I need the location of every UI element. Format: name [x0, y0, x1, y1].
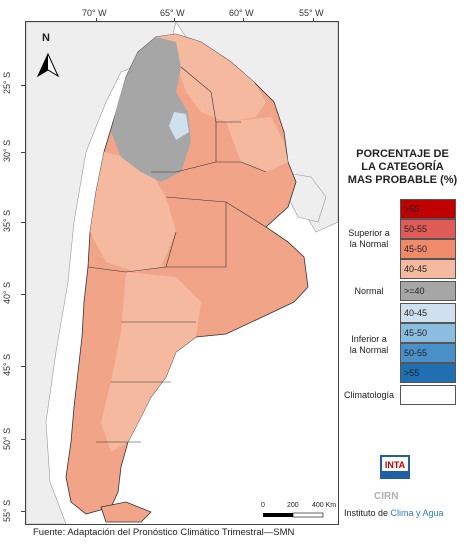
- legend-range: 50-55: [404, 224, 428, 234]
- lat-tick: [21, 511, 25, 512]
- scale-bar: [263, 512, 324, 518]
- scale-label-200: 200: [287, 502, 299, 509]
- lat-label-30s: 30° S: [2, 139, 12, 162]
- forecast-map: 0 200 400 Km N: [25, 21, 339, 525]
- legend-range: 40-45: [404, 264, 428, 274]
- north-arrow-icon: [36, 52, 60, 78]
- legend-swatch: [400, 219, 456, 239]
- legend-group-climatologia: Climatología: [338, 390, 400, 401]
- legend-range: >=40: [404, 286, 425, 296]
- scale-label-0: 0: [261, 502, 265, 509]
- province-boundaries: [87, 66, 267, 443]
- region-superior-40-45-littoral: [226, 117, 288, 172]
- legend-swatch: [400, 199, 456, 219]
- lon-tick: [96, 18, 97, 22]
- institute-prefix: Instituto de: [344, 508, 391, 518]
- legend-range: 45-50: [404, 244, 428, 254]
- legend-title-line: MAS PROBABLE (%): [347, 174, 458, 186]
- region-superior-40-45-cuyo: [90, 152, 176, 272]
- legend-swatch: [400, 343, 456, 363]
- legend-swatch: [400, 281, 456, 301]
- legend-group-superior: Superior a la Normal: [338, 228, 400, 250]
- lat-tick: [21, 294, 25, 295]
- legend-swatch: [400, 239, 456, 259]
- lon-tick: [174, 18, 175, 22]
- region-inferior-40-45: [169, 112, 189, 140]
- legend-range: 45-50: [404, 328, 428, 338]
- legend-title-line: PORCENTAJE DE: [356, 148, 449, 160]
- legend-range: >55: [404, 204, 420, 214]
- legend-group-label: la Normal: [349, 239, 389, 249]
- legend-swatch: [400, 259, 456, 279]
- legend-title: PORCENTAJE DE LA CATEGORÍA MAS PROBABLE …: [340, 148, 465, 187]
- region-superior-40-45-northwest: [156, 34, 266, 122]
- lat-label-45s: 45° S: [2, 353, 12, 376]
- tierra-del-fuego: [100, 501, 152, 523]
- scale-label-400: 400 Km: [312, 502, 337, 509]
- legend-group-label: Normal: [354, 286, 384, 296]
- lon-label-70w: 70° W: [82, 8, 107, 18]
- lat-tick: [21, 366, 25, 367]
- lat-label-35s: 35° S: [2, 209, 12, 232]
- legend-group-label: la Normal: [349, 345, 389, 355]
- lat-tick: [21, 85, 25, 86]
- legend-group-inferior: Inferior a la Normal: [338, 334, 400, 356]
- legend-group-label: Climatología: [343, 390, 395, 400]
- lon-label-55w: 55° W: [299, 8, 324, 18]
- legend-swatch: [400, 303, 456, 323]
- legend-group-label: Inferior a: [351, 334, 387, 344]
- lon-label-65w: 65° W: [160, 8, 185, 18]
- inta-logo-icon: INTA: [380, 455, 410, 479]
- legend-range: 40-45: [404, 308, 428, 318]
- institute-label: Instituto de Clima y Agua: [344, 508, 444, 518]
- lon-tick: [313, 18, 314, 22]
- north-arrow-label: N: [42, 32, 50, 44]
- legend-range: >55: [404, 368, 420, 378]
- map-canvas: [26, 22, 338, 524]
- source-caption: Fuente: Adaptación del Pronóstico Climát…: [33, 527, 295, 538]
- lat-label-25s: 25° S: [2, 71, 12, 94]
- legend-group-label: Superior a: [348, 228, 390, 238]
- region-normal-northwest: [111, 37, 191, 182]
- lon-tick: [243, 18, 244, 22]
- legend-range: 50-55: [404, 348, 428, 358]
- lon-label-60w: 60° W: [229, 8, 254, 18]
- legend-swatch: [400, 323, 456, 343]
- inta-logo-text: INTA: [385, 460, 406, 470]
- lat-label-40s: 40° S: [2, 281, 12, 304]
- lat-tick: [21, 222, 25, 223]
- legend-swatch-climatologia: [400, 385, 456, 405]
- legend-title-line: LA CATEGORÍA: [361, 161, 444, 173]
- legend-group-normal: Normal: [338, 286, 400, 297]
- legend-swatch: [400, 363, 456, 383]
- lat-tick: [21, 439, 25, 440]
- region-superior-40-45-south: [101, 272, 201, 452]
- cirn-label: CIRN: [374, 491, 399, 502]
- lat-label-55s: 55° S: [2, 499, 12, 522]
- lat-tick: [21, 152, 25, 153]
- lat-label-50s: 50° S: [2, 427, 12, 450]
- institute-accent: Clima y Agua: [390, 508, 444, 518]
